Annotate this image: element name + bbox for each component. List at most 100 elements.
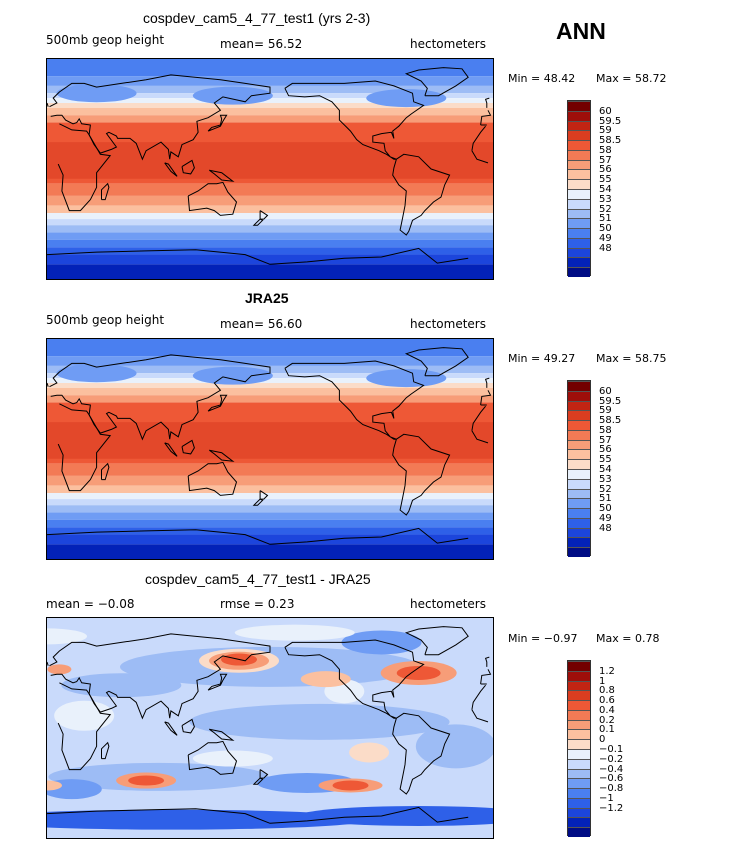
- colorbar-box: [568, 110, 590, 121]
- contour-lobe: [366, 369, 447, 388]
- colorbar-level-label: −0.2: [599, 753, 624, 765]
- colorbar-level-label: 58.5: [599, 415, 622, 427]
- contour-blob: [396, 666, 441, 680]
- colorbar-level-label: 54: [599, 464, 612, 475]
- panel-left-label-model: 500mb geop height: [46, 33, 165, 47]
- coastline-path: [57, 123, 489, 212]
- coastline-path: [57, 682, 489, 771]
- contour-band: [47, 59, 493, 77]
- coastline-path: [47, 377, 490, 388]
- colorbar-level-label: 53: [599, 193, 612, 205]
- contour-band: [47, 103, 493, 108]
- colorbar-level-label: 59.5: [599, 395, 622, 407]
- colorbar-level-label: −0.1: [599, 744, 624, 755]
- contour-band: [47, 115, 493, 123]
- panel-mean-obs: mean= 56.60: [220, 317, 303, 331]
- contour-blob: [298, 806, 493, 826]
- coastline-path: [284, 639, 425, 719]
- colorbar-box: [568, 690, 590, 701]
- colorbar-box: [568, 527, 590, 538]
- panel-min-diff: Min = −0.97: [508, 632, 578, 645]
- panel-max-diff: Max = 0.78: [596, 632, 660, 645]
- contour-band: [47, 219, 493, 226]
- colorbar-level-label: −1: [599, 792, 614, 804]
- coastline-path: [47, 97, 490, 108]
- colorbar-level-label: 48: [599, 242, 612, 254]
- colorbar-box: [568, 778, 590, 789]
- contour-band: [47, 544, 493, 559]
- coastline-path: [259, 210, 269, 220]
- colorbar-box: [568, 517, 590, 528]
- contour-blob: [189, 703, 450, 740]
- map-canvas: [47, 618, 493, 838]
- colorbar-box: [568, 700, 590, 710]
- colorbar-level-label: 0.2: [599, 714, 615, 726]
- colorbar-level-label: −0.8: [599, 783, 624, 795]
- colorbar-box: [568, 381, 590, 391]
- map-model: [46, 58, 494, 280]
- contour-band: [47, 519, 493, 528]
- contour-band: [47, 195, 493, 206]
- colorbar-box: [568, 827, 590, 837]
- contour-band: [47, 254, 493, 265]
- colorbar-box: [568, 749, 590, 759]
- contour-band: [47, 356, 493, 366]
- coastline-path: [207, 394, 228, 412]
- colorbar-box: [568, 508, 590, 518]
- colorbar-box: [568, 797, 590, 808]
- colorbar-level-label: 56: [599, 164, 612, 176]
- colorbar-level-label: 60: [599, 385, 612, 397]
- colorbar-box: [568, 429, 590, 440]
- coastline-path: [181, 159, 195, 175]
- contour-blob: [192, 750, 273, 767]
- contour-band: [47, 225, 493, 233]
- colorbar-box: [568, 140, 590, 150]
- contour-band: [47, 142, 493, 179]
- colorbar-level-label: 59: [599, 405, 612, 417]
- coastline-path: [187, 181, 238, 216]
- panel-units-diff: hectometers: [410, 597, 486, 611]
- panel-max-model: Max = 58.72: [596, 72, 667, 85]
- colorbar-level-label: 52: [599, 483, 612, 495]
- contour-blob: [415, 724, 493, 769]
- colorbar-box: [568, 488, 590, 499]
- colorbar-level-label: 58.5: [599, 135, 622, 147]
- contour-band: [47, 395, 493, 403]
- colorbar-diff: 1.2 1 0.8 0.6 0.4 0.2 0.1 0 −0.1 −0.2 −0.4 −0.6 −0.8…: [567, 660, 623, 837]
- colorbar-box: [568, 267, 590, 277]
- coastline-path: [404, 67, 469, 97]
- colorbar-level-label: 1: [599, 675, 606, 687]
- contour-blob: [341, 630, 422, 655]
- colorbar-box: [568, 719, 590, 730]
- colorbar-box: [568, 807, 590, 818]
- colorbar-level-label: 51: [599, 493, 612, 505]
- coastline-path: [47, 529, 271, 545]
- colorbar-box: [568, 469, 590, 479]
- colorbar-box: [568, 390, 590, 401]
- coastline-path: [47, 656, 490, 667]
- colorbar-box: [568, 537, 590, 548]
- colorbar-level-label: 59.5: [599, 115, 622, 127]
- contour-band: [47, 512, 493, 520]
- colorbar-box: [568, 670, 590, 681]
- coastline-path: [252, 498, 264, 506]
- coastline-path: [49, 633, 492, 720]
- coastline-path: [49, 354, 492, 441]
- season-label: ANN: [556, 18, 606, 44]
- colorbar-box: [568, 459, 590, 469]
- colorbar-box: [568, 420, 590, 430]
- colorbar-level-label: 48: [599, 522, 612, 534]
- colorbar-obs: 60 59.5 59 58.5 58 57 56 55 54 53 52 51 50 49 48: [567, 380, 621, 557]
- contour-band: [47, 463, 493, 476]
- colorbar-box: [568, 247, 590, 258]
- map-obs: [46, 338, 494, 560]
- map-canvas: [47, 59, 493, 279]
- colorbar-box: [568, 758, 590, 769]
- panel-rmse-diff: rmse = 0.23: [220, 597, 295, 611]
- colorbar-level-label: 0.6: [599, 695, 615, 707]
- coastline-path: [207, 673, 228, 691]
- contour-band: [47, 107, 493, 116]
- contour-band: [47, 98, 493, 103]
- panel-min-obs: Min = 49.27: [508, 352, 576, 365]
- coastlines: [47, 67, 492, 265]
